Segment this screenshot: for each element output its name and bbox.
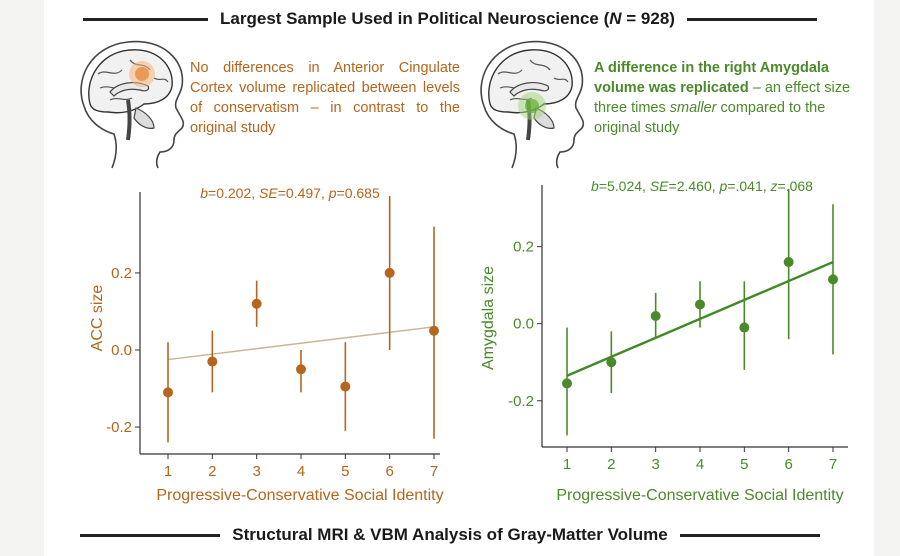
amygdala-stats-label: b=5.024, SE=2.460, p=.041, z=.068 [591, 178, 813, 194]
amygdala-finding-note: A difference in the right Amygdala volum… [594, 60, 851, 136]
acc-data-point [163, 387, 173, 398]
acc-data-point [384, 267, 395, 278]
acc-stats-label: b=0.202, SE=0.497, p=0.685 [200, 185, 380, 201]
amygdala-data-point [739, 322, 750, 333]
footer-title-bar: Structural MRI & VBM Analysis of Gray-Ma… [0, 520, 900, 550]
amygdala-ylabel: Amygdala size [480, 266, 497, 370]
amygdala-data-point [562, 378, 572, 389]
amygdala-data-point [650, 311, 661, 321]
amygdala-xlabel: Progressive-Conservative Social Identity [556, 487, 843, 504]
header-title-bar: Largest Sample Used in Political Neurosc… [0, 4, 900, 34]
acc-xtick-label: 3 [252, 463, 260, 480]
acc-data-point [429, 325, 439, 336]
amygdala-ytick-label: 0.2 [513, 239, 534, 256]
figure-panel [44, 0, 874, 556]
amygdala-xtick-label: 4 [696, 456, 704, 473]
acc-xlabel: Progressive-Conservative Social Identity [156, 487, 443, 504]
acc-data-point [207, 356, 218, 367]
acc-data-point [340, 381, 351, 392]
acc-xtick-label: 4 [297, 463, 305, 480]
amygdala-xtick-label: 2 [607, 456, 615, 473]
acc-data-point [251, 298, 262, 309]
footer-rule-left [80, 533, 221, 537]
amygdala-data-point [695, 299, 705, 310]
amygdala-data-point [828, 274, 838, 285]
brain-sagittal-right-icon [480, 40, 585, 169]
acc-ytick-label: -0.2 [106, 419, 132, 436]
amygdala-xtick-label: 6 [784, 456, 792, 473]
acc-data-point [296, 364, 306, 375]
header-title: Largest Sample Used in Political Neurosc… [220, 9, 675, 28]
header-rule-right [686, 17, 817, 21]
acc-ytick-label: 0.0 [111, 342, 132, 359]
amygdala-data-point [606, 357, 617, 368]
amygdala-xtick-label: 1 [563, 456, 571, 473]
amygdala-data-point [783, 257, 794, 268]
brain-sagittal-left-icon [80, 40, 185, 169]
acc-ytick-label: 0.2 [111, 265, 132, 282]
acc-xtick-label: 1 [164, 463, 172, 480]
header-rule-left [83, 17, 209, 21]
acc-xtick-label: 2 [208, 463, 216, 480]
amygdala-ytick-label: 0.0 [513, 316, 534, 333]
acc-xtick-label: 5 [341, 463, 349, 480]
acc-ylabel: ACC size [89, 285, 106, 352]
amygdala-ytick-label: -0.2 [508, 393, 534, 410]
acc-xtick-label: 7 [430, 463, 438, 480]
amygdala-xtick-label: 7 [829, 456, 837, 473]
footer-rule-right [679, 533, 820, 537]
amygdala-xtick-label: 3 [651, 456, 659, 473]
footer-title: Structural MRI & VBM Analysis of Gray-Ma… [232, 525, 668, 544]
acc-xtick-label: 6 [385, 463, 393, 480]
acc-finding-note: No differences in Anterior Cingulate Cor… [190, 60, 460, 136]
amygdala-xtick-label: 5 [740, 456, 748, 473]
